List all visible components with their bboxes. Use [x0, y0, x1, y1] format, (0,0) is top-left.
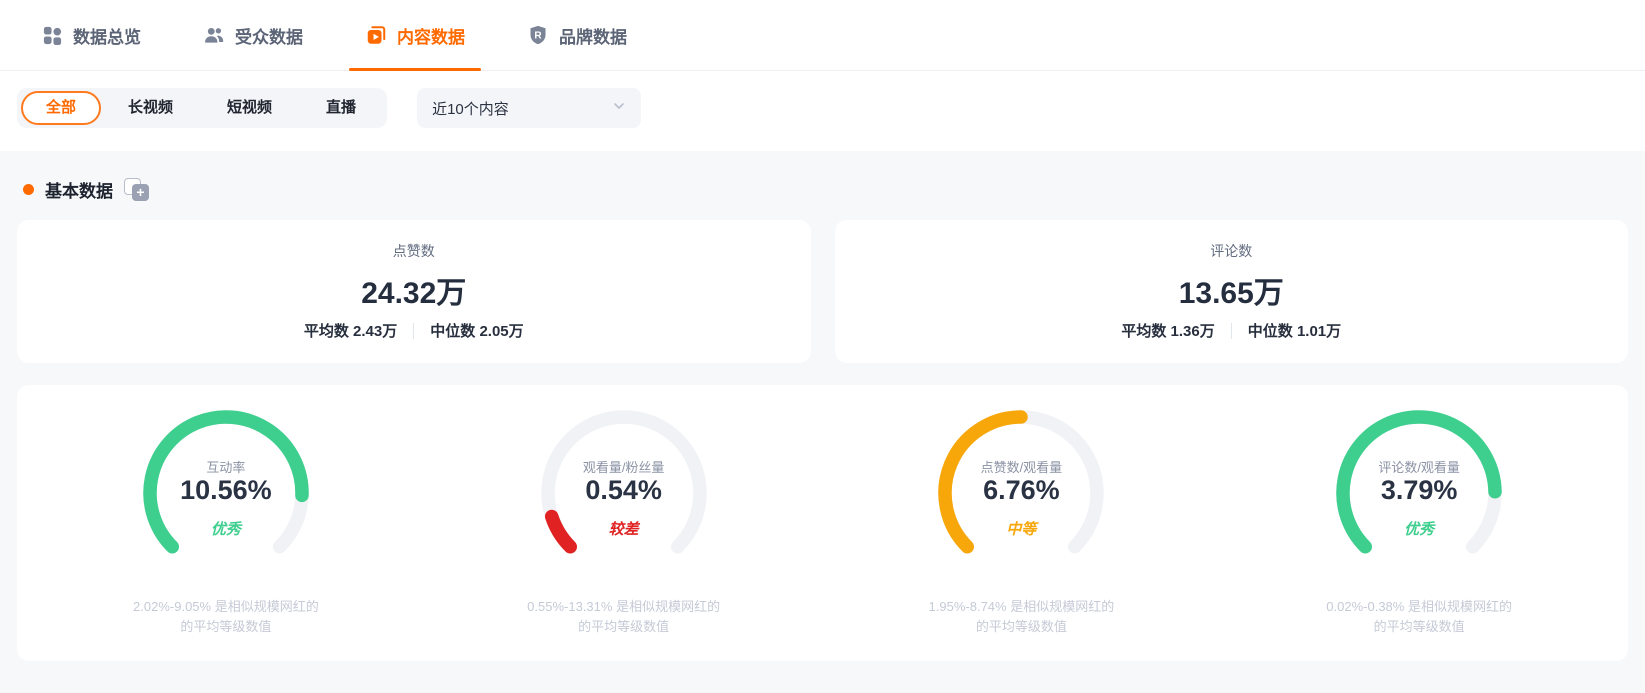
divider	[1230, 322, 1232, 339]
gauge-label: 评论数/观看量	[1378, 460, 1460, 475]
gauge-rating: 优秀	[1404, 521, 1435, 538]
benchmark-hint: 2.02%-9.05% 是相似规模网红的 的平均等级数值	[133, 599, 319, 635]
svg-text:R: R	[534, 31, 542, 42]
segment-all[interactable]: 全部	[21, 91, 102, 125]
gauge-value: 6.76%	[983, 475, 1060, 505]
dropdown-value: 近10个内容	[432, 100, 509, 118]
plus-icon: +	[132, 184, 149, 201]
gauge-likes-per-view: 点赞数/观看量 6.76% 中等 1.95%-8.74% 是相似规模网红的 的平…	[823, 403, 1221, 637]
gauge-engagement-rate: 互动率 10.56% 优秀 2.02%-9.05% 是相似规模网红的 的平均等级…	[27, 403, 425, 637]
stat-label: 评论数	[1210, 243, 1253, 259]
audience-icon	[203, 24, 225, 46]
segment-live[interactable]: 直播	[326, 99, 357, 116]
stat-label: 点赞数	[392, 243, 435, 259]
gauge-views-per-follower: 观看量/粉丝量 0.54% 较差 0.55%-13.31% 是相似规模网红的 的…	[425, 403, 823, 637]
stat-value: 24.32万	[361, 277, 467, 310]
grid-icon	[42, 25, 63, 46]
benchmark-hint: 0.55%-13.31% 是相似规模网红的 的平均等级数值	[527, 599, 721, 635]
section-bullet	[23, 184, 34, 195]
top-nav: 数据总览 受众数据 内容数据	[0, 0, 1645, 71]
add-metric-button[interactable]: +	[124, 178, 149, 201]
median-stat: 中位数 1.01万	[1247, 323, 1342, 340]
benchmark-hint: 1.95%-8.74% 是相似规模网红的 的平均等级数值	[928, 599, 1115, 635]
section-title: 基本数据	[45, 182, 113, 201]
tab-data-overview[interactable]: 数据总览	[42, 0, 141, 70]
gauge-chart: 互动率 10.56% 优秀	[136, 403, 316, 583]
tab-label: 数据总览	[73, 27, 141, 47]
brand-shield-icon: R	[527, 24, 549, 46]
gauge-value: 10.56%	[180, 475, 272, 505]
tab-label: 品牌数据	[559, 27, 627, 47]
stat-value: 13.65万	[1178, 277, 1284, 310]
stat-substats: 平均数 2.43万 中位数 2.05万	[41, 320, 787, 341]
gauge-chart: 点赞数/观看量 6.76% 中等	[931, 403, 1111, 583]
tab-label: 内容数据	[397, 27, 465, 47]
median-stat: 中位数 2.05万	[430, 323, 524, 340]
gauge-metrics-card: 互动率 10.56% 优秀 2.02%-9.05% 是相似规模网红的 的平均等级…	[17, 385, 1628, 662]
stat-card-comments: 评论数 13.65万 平均数 1.36万 中位数 1.01万	[834, 220, 1628, 363]
gauge-rating: 优秀	[210, 521, 241, 538]
tab-audience-data[interactable]: 受众数据	[203, 0, 303, 70]
gauge-comments-per-view: 评论数/观看量 3.79% 优秀 0.02%-0.38% 是相似规模网红的 的平…	[1220, 403, 1618, 637]
content-area: 基本数据 + 点赞数 24.32万 平均数 2.43万 中位数 2.05万	[0, 151, 1645, 693]
gauge-label: 点赞数/观看量	[980, 460, 1063, 475]
segment-short-video[interactable]: 短视频	[227, 99, 273, 116]
stat-substats: 平均数 1.36万 中位数 1.01万	[859, 320, 1605, 341]
gauge-value: 3.79%	[1380, 475, 1458, 505]
tab-brand-data[interactable]: R 品牌数据	[527, 0, 627, 70]
gauge-chart: 观看量/粉丝量 0.54% 较差	[534, 403, 714, 583]
content-video-icon	[365, 24, 387, 46]
stat-card-row: 点赞数 24.32万 平均数 2.43万 中位数 2.05万 评论数 13.65…	[17, 220, 1628, 363]
avg-stat: 平均数 1.36万	[1121, 323, 1215, 340]
gauge-rating: 较差	[608, 521, 639, 538]
gauge-label: 互动率	[206, 460, 246, 475]
gauge-arc	[143, 410, 309, 554]
gauge-label: 观看量/粉丝量	[582, 460, 665, 475]
gauge-rating: 中等	[1006, 521, 1037, 538]
section-header: 基本数据 +	[23, 177, 1622, 202]
tab-label: 受众数据	[235, 27, 303, 47]
divider	[413, 322, 415, 339]
avg-stat: 平均数 2.43万	[303, 323, 398, 340]
segment-long-video[interactable]: 长视频	[128, 99, 174, 116]
gauge-arc	[938, 410, 1105, 554]
gauge-chart: 评论数/观看量 3.79% 优秀	[1329, 403, 1509, 583]
gauge-value: 0.54%	[585, 475, 662, 505]
filter-bar: 全部 长视频 短视频 直播 近10个内容	[0, 71, 1645, 151]
stat-card-likes: 点赞数 24.32万 平均数 2.43万 中位数 2.05万	[17, 220, 811, 363]
benchmark-hint: 0.02%-0.38% 是相似规模网红的 的平均等级数值	[1326, 599, 1512, 635]
gauge-arc	[540, 410, 707, 554]
gauge-arc	[1336, 410, 1502, 554]
content-type-segments: 全部 长视频 短视频 直播	[17, 88, 388, 128]
chevron-down-icon	[612, 99, 626, 117]
tab-content-data[interactable]: 内容数据	[349, 0, 481, 71]
content-range-dropdown[interactable]: 近10个内容	[417, 88, 642, 128]
